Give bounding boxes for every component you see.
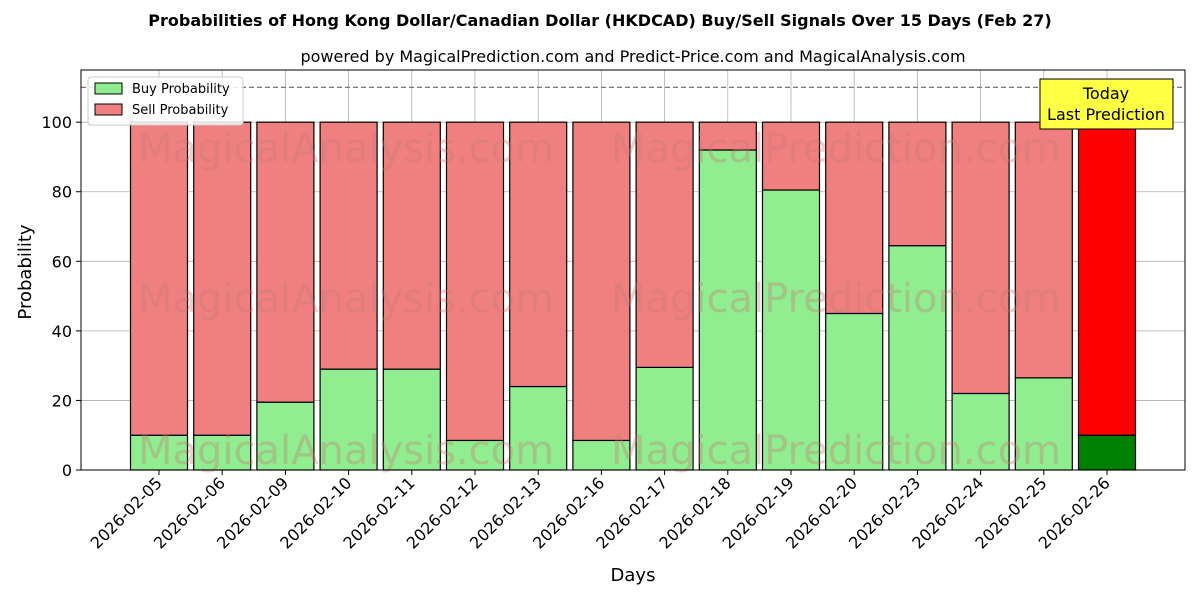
bar-buy [635,366,694,471]
bar-buy [698,149,757,471]
bar-buy [256,401,315,471]
legend-box [87,76,244,126]
bar-buy [319,368,378,471]
legend-swatch-buy [94,82,123,95]
legend-label-sell: Sell Probability [132,103,229,118]
bar-buy [888,245,947,471]
bar-sell [698,121,757,151]
watermarks: MagicalAnalysis.com MagicalPrediction.com… [138,126,1061,474]
y-tick-label: 100 [41,113,72,132]
watermark: MagicalPrediction.com [611,276,1061,322]
chart-title: Probabilities of Hong Kong Dollar/Canadi… [148,11,1051,30]
bar-sell [319,121,378,370]
bar-sell [1077,121,1137,436]
bar-sell [382,121,441,370]
chart-subtitle: powered by MagicalPrediction.com and Pre… [300,47,965,66]
bar-sell [445,121,505,442]
bar-sell [888,121,947,247]
bar-buy [825,312,884,471]
plot-frame [80,69,1186,471]
y-tick-label: 0 [62,461,72,480]
bar-sell [256,121,315,403]
bar-buy [761,189,821,471]
watermark: MagicalAnalysis.com [138,276,554,322]
x-ticks: 2026-02-052026-02-062026-02-092026-02-10… [87,470,1114,553]
legend: Buy Probability Sell Probability [87,76,244,126]
watermark: MagicalPrediction.com [611,126,1061,172]
y-tick-label: 60 [52,252,72,271]
today-annotation-line2: Last Prediction [1047,105,1165,124]
y-tick-label: 80 [52,183,72,202]
watermark: MagicalAnalysis.com [138,126,554,172]
legend-swatch-sell [94,103,123,116]
bar-sell [951,121,1010,395]
legend-label-buy: Buy Probability [132,82,230,97]
today-annotation-line1: Today [1082,84,1129,103]
watermark: MagicalAnalysis.com [138,428,554,474]
bar-sell [572,121,631,442]
bar-sell [509,121,568,388]
today-annotation-box [1039,78,1174,130]
bar-sell [761,121,821,191]
y-tick-label: 40 [52,322,72,341]
bar-sell [1014,121,1073,379]
y-tick-label: 20 [52,391,72,410]
today-annotation: Today Last Prediction [1039,78,1174,130]
bar-sell [635,121,694,368]
x-axis-label: Days [611,565,656,586]
bar-buy [572,439,631,471]
bar-buy [509,385,568,471]
watermark: MagicalPrediction.com [611,428,1061,474]
bar-sell [825,121,884,315]
y-axis-label: Probability [15,224,36,319]
bars [129,121,1137,471]
bar-buy [382,368,441,471]
bar-buy [1077,434,1137,471]
bar-buy [445,439,505,471]
bar-sell [129,121,189,436]
y-ticks: 0 20 40 60 80 100 [41,113,81,480]
